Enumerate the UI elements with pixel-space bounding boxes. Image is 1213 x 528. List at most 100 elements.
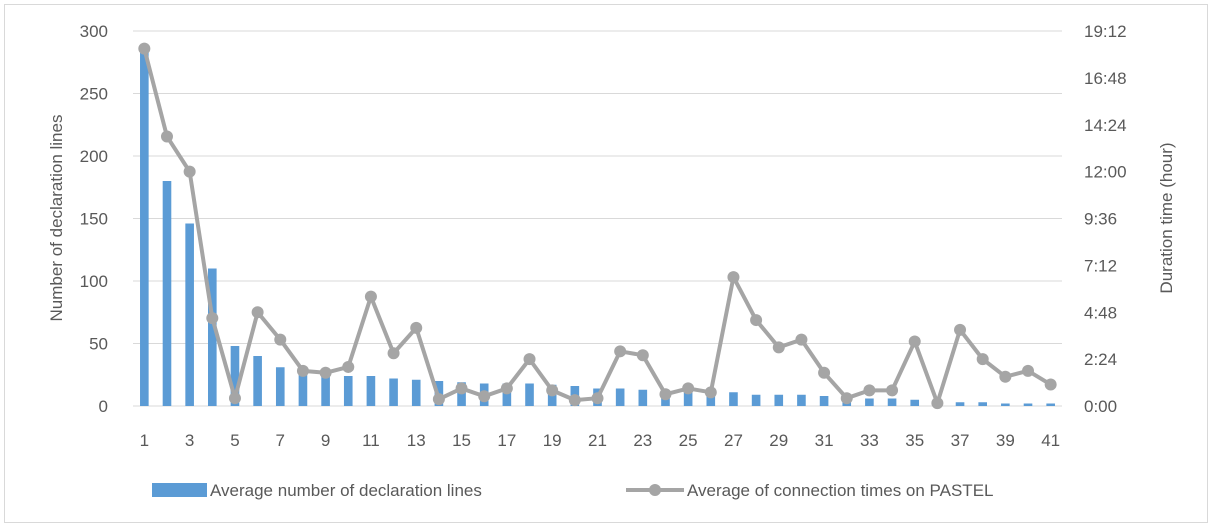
right-axis-title: Duration time (hour) — [1157, 142, 1176, 293]
line-point — [568, 394, 581, 407]
x-tick-label: 3 — [185, 431, 194, 450]
right-axis-ticks: 0:00 2:24 4:48 7:12 9:36 12:00 14:24 16:48 19:12 — [1084, 22, 1127, 416]
line-point — [704, 386, 717, 399]
bar — [797, 394, 806, 406]
line-point — [908, 335, 921, 348]
line-point — [364, 290, 377, 303]
line-point — [138, 42, 151, 55]
line-point — [296, 364, 309, 377]
line-point — [251, 306, 264, 319]
line-point — [818, 366, 831, 379]
x-tick-label: 21 — [588, 431, 607, 450]
line-point — [319, 366, 332, 379]
line-point — [432, 393, 445, 406]
x-axis-ticks: 1 3 5 7 9 11 13 15 17 19 21 23 25 27 29 31 33 35 37 39 41 — [140, 431, 1061, 450]
x-tick-label: 27 — [724, 431, 743, 450]
bar — [411, 379, 421, 406]
x-tick-label: 25 — [679, 431, 698, 450]
bar — [729, 392, 738, 406]
x-tick-label: 15 — [452, 431, 471, 450]
line-point — [886, 384, 899, 397]
x-tick-label: 23 — [633, 431, 652, 450]
line-point — [750, 314, 763, 327]
bar — [910, 399, 920, 406]
bar — [1001, 403, 1010, 406]
bar — [525, 383, 534, 406]
bar — [955, 402, 965, 406]
line-point — [183, 165, 196, 178]
bar — [706, 392, 716, 406]
left-tick-label: 50 — [89, 335, 108, 354]
bar — [615, 388, 625, 406]
line-point — [500, 382, 513, 395]
right-tick-label: 16:48 — [1084, 69, 1127, 88]
gridlines — [133, 30, 1062, 407]
bar — [683, 392, 693, 406]
right-tick-label: 0:00 — [1084, 397, 1117, 416]
x-tick-label: 9 — [321, 431, 330, 450]
x-tick-label: 39 — [996, 431, 1015, 450]
line-point — [455, 382, 468, 395]
x-tick-label: 33 — [860, 431, 879, 450]
bar — [502, 383, 512, 406]
x-tick-label: 11 — [362, 431, 380, 450]
left-tick-label: 250 — [80, 85, 108, 104]
x-tick-label: 35 — [905, 431, 924, 450]
line-point — [523, 353, 536, 366]
right-tick-label: 4:48 — [1084, 303, 1117, 322]
line-point — [410, 321, 423, 334]
bar — [140, 48, 149, 406]
x-tick-label: 41 — [1041, 431, 1060, 450]
line-point — [727, 271, 740, 284]
x-tick-label: 5 — [230, 431, 239, 450]
legend: Average number of declaration lines Aver… — [152, 481, 994, 500]
right-tick-label: 7:12 — [1084, 256, 1117, 275]
right-tick-label: 9:36 — [1084, 210, 1117, 229]
bar — [230, 346, 240, 406]
line-point — [387, 347, 400, 360]
line-point — [614, 345, 627, 358]
line-point — [795, 333, 808, 346]
line-point — [1044, 378, 1057, 391]
line-point — [954, 323, 967, 336]
left-axis-ticks: 0 50 100 150 200 250 300 — [80, 22, 108, 416]
x-tick-label: 31 — [815, 431, 834, 450]
bar — [751, 394, 761, 406]
right-tick-label: 2:24 — [1084, 350, 1117, 369]
bar — [978, 402, 988, 406]
line-point — [591, 392, 604, 405]
series-line — [142, 48, 1052, 406]
line-point — [160, 130, 173, 143]
line-point — [206, 312, 219, 325]
line-series — [138, 42, 1057, 410]
line-point — [999, 370, 1012, 383]
line-point — [228, 392, 241, 405]
line-point — [682, 382, 695, 395]
bar — [275, 367, 285, 406]
line-point — [772, 341, 785, 354]
left-tick-label: 300 — [80, 22, 108, 41]
line-point — [659, 388, 672, 401]
line-point — [274, 333, 287, 346]
bar — [1046, 403, 1055, 406]
bar — [819, 396, 829, 406]
x-tick-label: 7 — [276, 431, 285, 450]
x-tick-label: 19 — [543, 431, 562, 450]
x-tick-label: 13 — [407, 431, 426, 450]
line-point — [863, 384, 876, 397]
left-tick-label: 200 — [80, 147, 108, 166]
bar — [774, 394, 784, 406]
line-point — [840, 392, 853, 405]
x-tick-label: 29 — [769, 431, 788, 450]
left-tick-label: 150 — [80, 210, 108, 229]
bar — [253, 356, 262, 406]
bar — [321, 374, 330, 406]
bar — [207, 268, 217, 406]
bar — [638, 389, 648, 406]
line-point — [976, 353, 989, 366]
x-tick-label: 1 — [140, 431, 149, 450]
bar — [366, 376, 376, 406]
left-tick-label: 100 — [80, 272, 108, 291]
bar — [343, 376, 353, 406]
